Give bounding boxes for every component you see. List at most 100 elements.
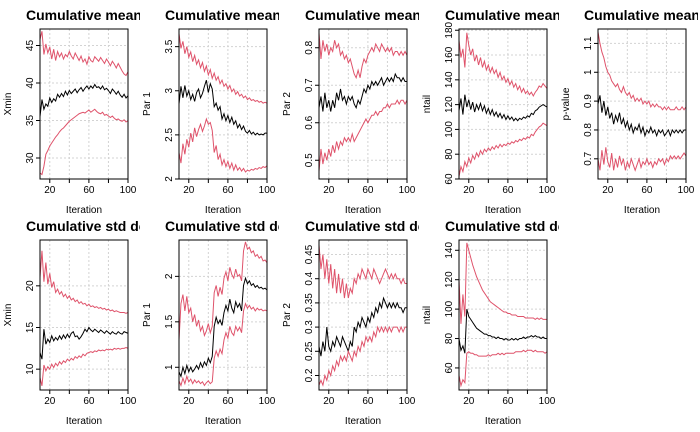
series-line-upper <box>459 242 547 324</box>
x-tick-label: 100 <box>539 396 556 407</box>
x-tick-label: 20 <box>602 185 614 196</box>
chart-title: Cumulative mean <box>165 7 281 23</box>
series-line-mean <box>459 94 547 122</box>
x-tick-label: 100 <box>259 396 276 407</box>
chart-title: Cumulative mean <box>584 7 700 23</box>
x-tick-label: 100 <box>259 185 276 196</box>
y-tick-label: 0.8 <box>583 123 594 137</box>
chart-title: Cumulative mean <box>26 7 142 23</box>
chart-panel-4: 20 60 100 0.7 0.8 0.9 1 1.1 Iteration p-value Cumu… <box>561 7 700 216</box>
y-axis-label: Par 1 <box>142 303 153 327</box>
series-lines <box>598 31 686 172</box>
series-line-upper <box>319 32 407 80</box>
x-tick-label: 60 <box>641 185 653 196</box>
y-tick-label: 0.9 <box>583 94 594 108</box>
y-axis-label: Xmin <box>3 304 14 327</box>
y-tick-label: 0.5 <box>304 153 315 167</box>
series-line-mean <box>179 80 267 136</box>
x-tick-label: 100 <box>399 185 416 196</box>
y-tick-label: 30 <box>25 152 36 164</box>
plot-frame <box>318 239 408 391</box>
x-tick-label: 60 <box>222 185 234 196</box>
series-lines <box>459 242 547 388</box>
series-line-upper <box>179 241 267 341</box>
series-lines <box>40 31 128 176</box>
x-axis-label: Iteration <box>485 416 521 427</box>
x-axis-label: Iteration <box>345 416 381 427</box>
plot-frame <box>178 239 268 391</box>
y-tick-label: 2 <box>164 273 175 279</box>
x-tick-label: 20 <box>323 185 335 196</box>
y-tick-label: 1.5 <box>164 314 175 328</box>
y-tick-label: 0.35 <box>304 293 315 313</box>
series-line-mean <box>319 72 407 112</box>
plot-frame <box>458 239 548 391</box>
series-line-mean <box>598 95 686 138</box>
y-tick-label: 1 <box>583 69 594 75</box>
grid <box>40 29 129 179</box>
y-axis-label: ntail <box>422 95 433 113</box>
series-line-upper <box>598 31 686 111</box>
y-tick-label: 120 <box>444 271 455 288</box>
y-tick-label: 3.5 <box>164 39 175 53</box>
series-line-upper <box>40 31 128 77</box>
y-tick-label: 180 <box>444 21 455 38</box>
chart-title: Cumulative std dev <box>165 218 294 234</box>
y-tick-label: 100 <box>444 121 455 138</box>
chart-panel-7: 20 60 100 0.2 0.25 0.3 0.35 0.4 0.45 Iteration Par… <box>282 218 419 427</box>
x-tick-label: 60 <box>83 396 95 407</box>
series-line-mean <box>40 83 128 117</box>
y-tick-label: 60 <box>444 173 455 185</box>
x-tick-label: 100 <box>399 396 416 407</box>
x-tick-label: 20 <box>463 396 475 407</box>
x-tick-label: 60 <box>362 396 374 407</box>
series-line-lower <box>179 117 267 173</box>
y-tick-label: 0.7 <box>583 151 594 165</box>
chart-panel-8: 20 60 100 60 80 100 120 140 Iteration ntail Cumula… <box>422 218 574 427</box>
x-axis-label: Iteration <box>205 205 241 216</box>
series-lines <box>319 32 407 172</box>
x-tick-label: 60 <box>362 185 374 196</box>
series-line-upper <box>319 244 407 299</box>
y-tick-label: 0.6 <box>304 115 315 129</box>
series-line-mean <box>459 308 547 354</box>
series-line-lower <box>179 302 267 387</box>
series-lines <box>40 250 128 386</box>
y-axis-label: p-value <box>561 87 572 120</box>
x-tick-label: 20 <box>463 185 475 196</box>
series-lines <box>319 244 407 387</box>
y-tick-label: 0.7 <box>304 78 315 92</box>
x-tick-label: 100 <box>120 185 137 196</box>
y-tick-label: 60 <box>444 362 455 374</box>
plot-frame <box>39 28 129 180</box>
y-tick-label: 10 <box>25 363 36 375</box>
y-tick-label: 1 <box>164 364 175 370</box>
chart-title: Cumulative std dev <box>445 218 574 234</box>
x-tick-label: 100 <box>120 396 137 407</box>
chart-panel-5: 20 60 100 10 15 20 Iteration Xmin Cumulative std… <box>3 218 155 427</box>
series-line-mean <box>40 326 128 360</box>
x-tick-label: 20 <box>183 396 195 407</box>
grid <box>459 240 548 390</box>
y-axis-label: Xmin <box>3 93 14 116</box>
series-line-upper <box>179 33 267 104</box>
x-axis-label: Iteration <box>66 416 102 427</box>
plot-frame <box>39 239 129 391</box>
series-line-lower <box>598 147 686 172</box>
y-tick-label: 160 <box>444 46 455 63</box>
series-line-lower <box>40 346 128 386</box>
y-axis-label: Par 1 <box>142 92 153 116</box>
y-axis-label: ntail <box>422 306 433 324</box>
x-tick-label: 60 <box>502 185 514 196</box>
y-tick-label: 120 <box>444 96 455 113</box>
chart-title: Cumulative std dev <box>26 218 155 234</box>
chart-panel-1: 20 60 100 2 2.5 3 3.5 Iteration Par 1 Cumulative … <box>142 7 281 216</box>
plot-frame <box>318 28 408 180</box>
series-line-mean <box>319 296 407 357</box>
y-tick-label: 2.5 <box>164 127 175 141</box>
y-tick-label: 1.1 <box>583 36 594 50</box>
y-tick-label: 0.4 <box>304 271 315 285</box>
series-lines <box>459 32 547 177</box>
grid <box>179 29 268 180</box>
